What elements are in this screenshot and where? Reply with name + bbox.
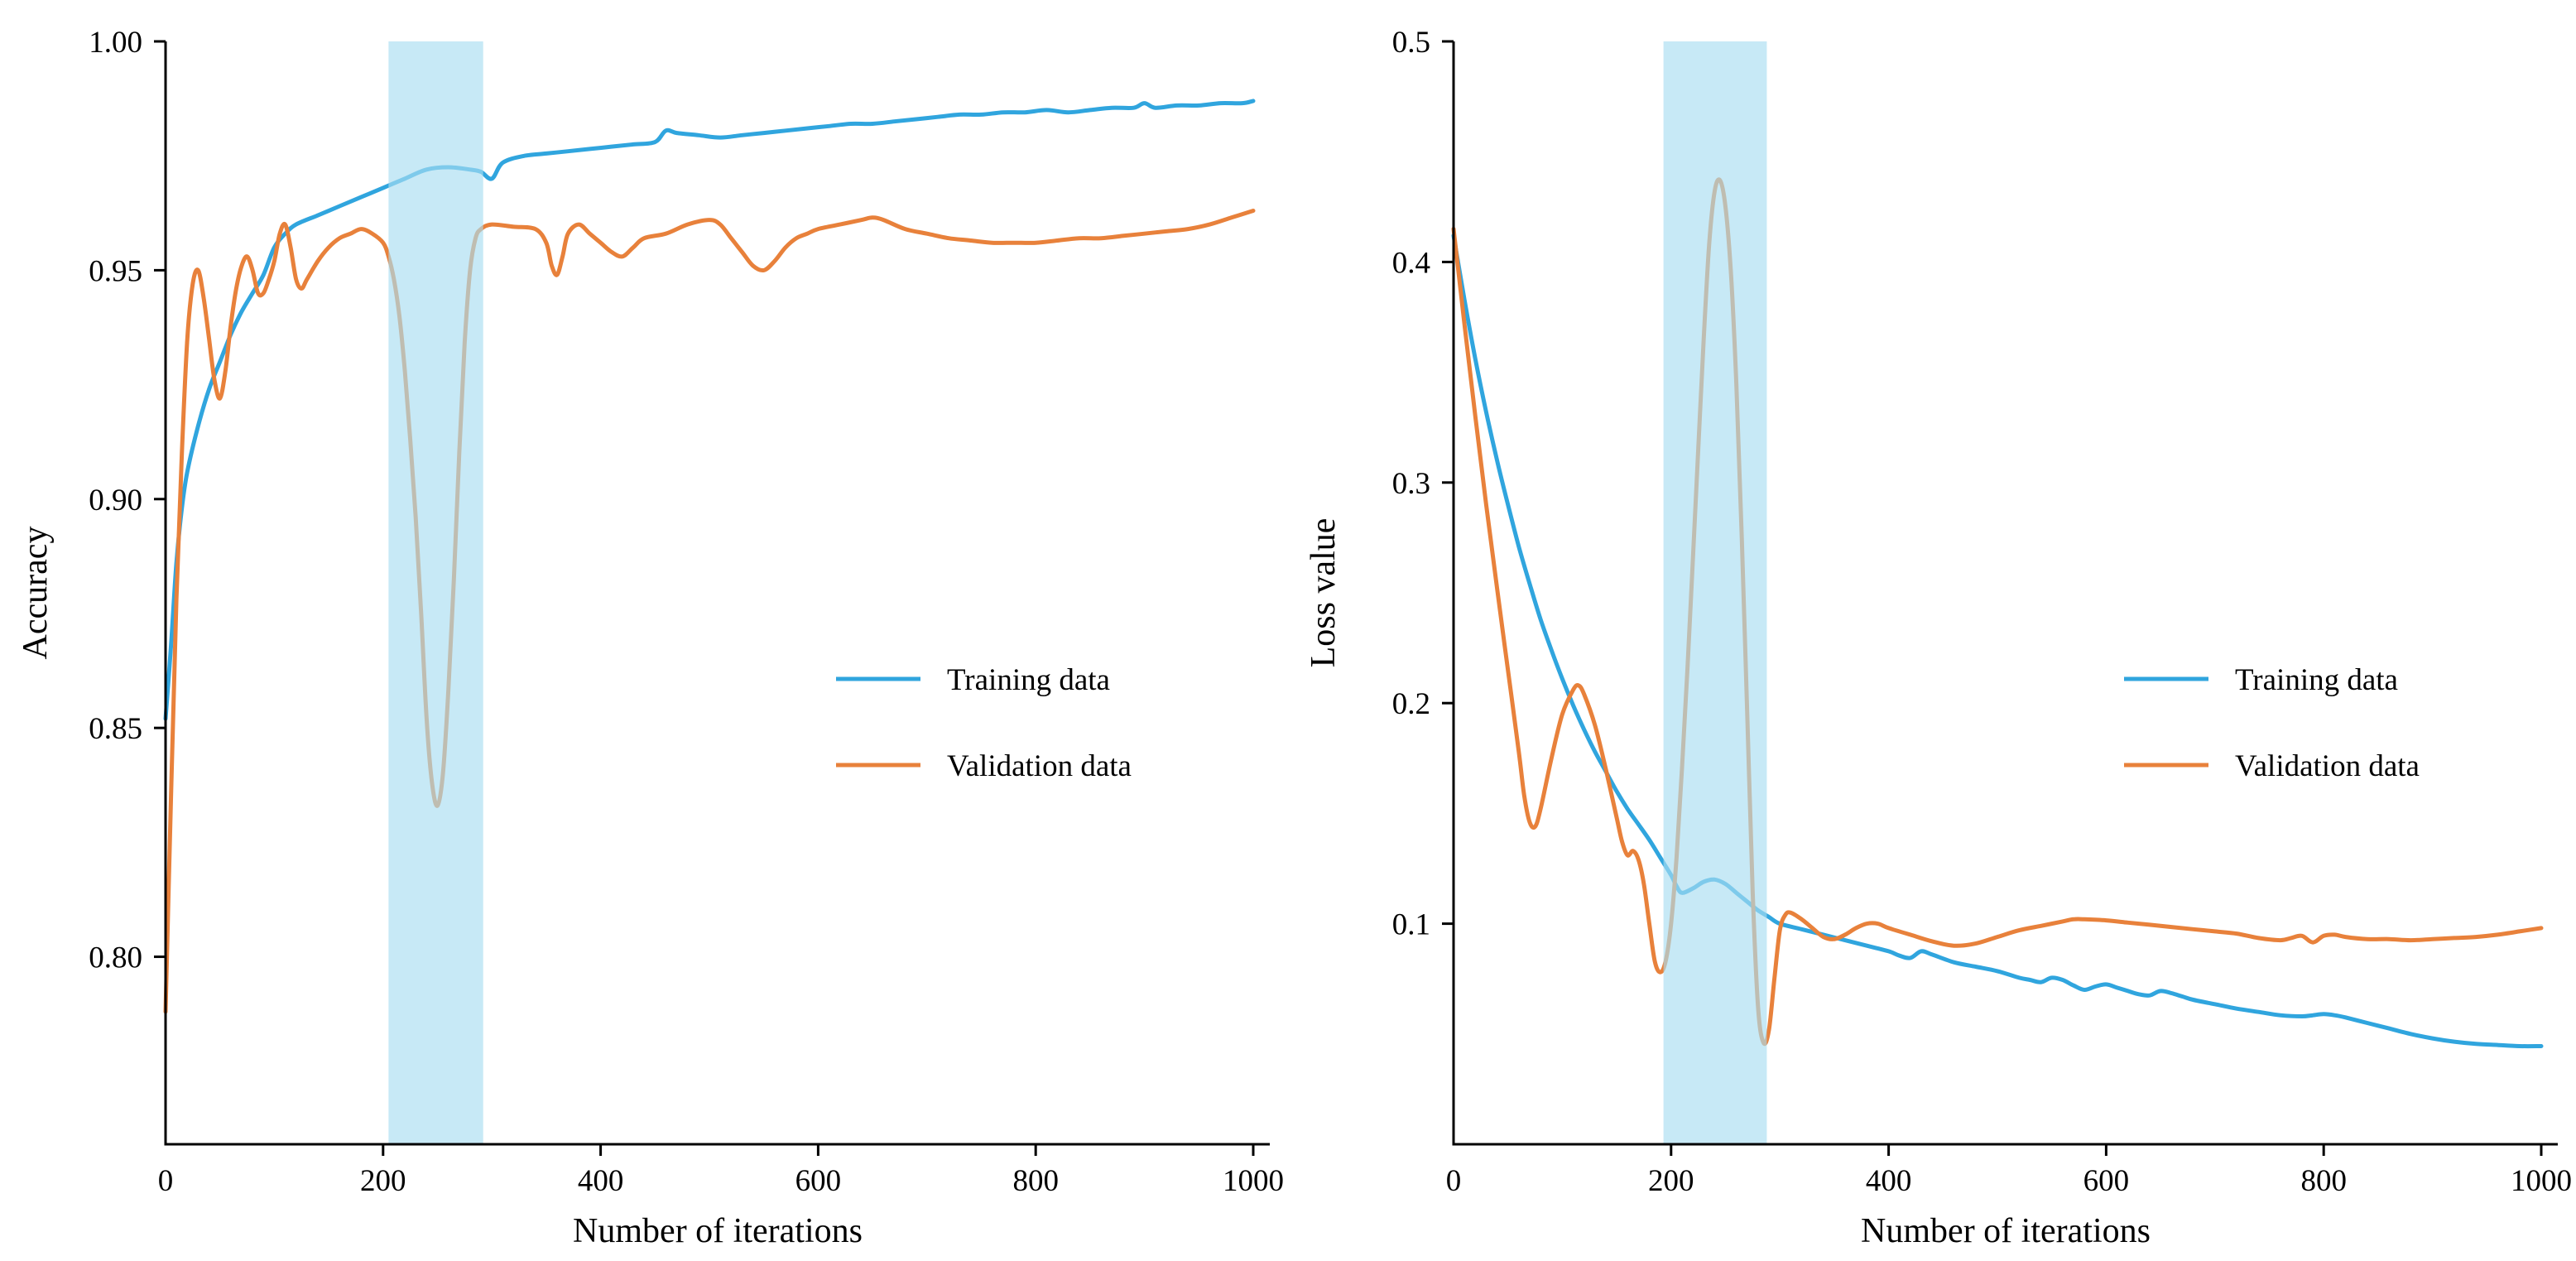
- x-tick-label: 1000: [1223, 1164, 1284, 1198]
- accuracy-chart: 0 200 400 600 800 1000 0.80 0.85 0.90 0.95 1.00 Num…: [17, 26, 1284, 1250]
- x-tick-label: 200: [1648, 1164, 1694, 1198]
- x-axis-label: Number of iterations: [573, 1212, 863, 1250]
- y-axis-label: Loss value: [1305, 518, 1343, 668]
- x-tick-label: 800: [2300, 1164, 2347, 1198]
- highlight-band: [388, 41, 483, 1144]
- training-data-line: [1451, 233, 2544, 1049]
- y-axis-label: Accuracy: [17, 527, 55, 660]
- x-tick-label: 400: [1866, 1164, 1912, 1198]
- axis-spines: [164, 41, 1270, 1146]
- validation-data-line: [163, 209, 1256, 1014]
- legend-training-data-label: Training data: [947, 663, 1110, 697]
- y-tick-label: 0.85: [89, 712, 142, 746]
- axis-spines: [1452, 41, 2558, 1146]
- y-tick-label: 0.4: [1392, 246, 1430, 280]
- highlight-band: [1663, 41, 1767, 1144]
- x-tick-label: 600: [2083, 1164, 2130, 1198]
- x-axis-label: Number of iterations: [1861, 1212, 2151, 1250]
- x-tick-label: 0: [1446, 1164, 1462, 1198]
- x-tick-label: 200: [360, 1164, 406, 1198]
- x-tick-label: 600: [795, 1164, 842, 1198]
- x-tick-label: 800: [1012, 1164, 1059, 1198]
- legend-validation-data-label: Validation data: [947, 749, 1132, 783]
- loss-chart: 0 200 400 600 800 1000 0.1 0.2 0.3 0.4 0.5 Number o…: [1305, 26, 2572, 1250]
- y-tick-label: 0.1: [1392, 908, 1430, 942]
- validation-data-line: [1451, 177, 2544, 1047]
- y-tick-label: 0.95: [89, 254, 142, 288]
- x-tick-label: 1000: [2511, 1164, 2572, 1198]
- y-tick-label: 1.00: [89, 26, 142, 60]
- legend-training-data-label: Training data: [2235, 663, 2398, 697]
- y-tick-label: 0.90: [89, 484, 142, 517]
- x-tick-label: 0: [158, 1164, 174, 1198]
- training-data-line: [163, 99, 1256, 721]
- y-tick-label: 0.80: [89, 941, 142, 975]
- legend-validation-data-label: Validation data: [2235, 749, 2420, 783]
- y-tick-label: 0.2: [1392, 687, 1430, 721]
- x-tick-label: 400: [578, 1164, 624, 1198]
- y-tick-label: 0.5: [1392, 26, 1430, 60]
- y-tick-label: 0.3: [1392, 467, 1430, 501]
